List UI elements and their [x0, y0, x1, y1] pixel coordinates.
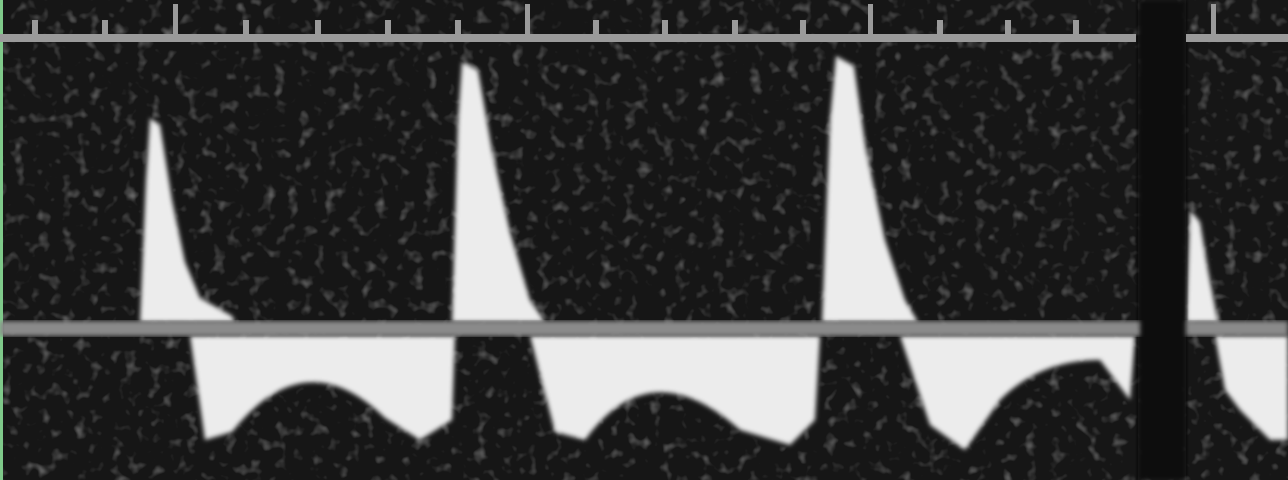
- baseline-bar: [0, 321, 1140, 336]
- baseline: [0, 321, 1288, 336]
- minor-tick: [662, 20, 668, 35]
- page: [0, 0, 1288, 480]
- baseline-bar: [1186, 321, 1288, 336]
- dark-band: [1138, 0, 1186, 480]
- minor-tick: [937, 20, 943, 35]
- major-tick: [525, 4, 530, 36]
- scale-bar: [1186, 34, 1288, 42]
- minor-tick: [1005, 20, 1011, 35]
- minor-tick: [385, 20, 391, 35]
- scale-bar: [0, 34, 1136, 42]
- minor-tick: [243, 20, 249, 35]
- minor-tick: [455, 20, 461, 35]
- left-edge: [0, 0, 3, 480]
- minor-tick: [1073, 20, 1079, 35]
- minor-tick: [800, 20, 806, 35]
- minor-tick: [315, 20, 321, 35]
- major-tick: [868, 4, 873, 36]
- major-tick: [1211, 4, 1216, 36]
- doppler-image: [0, 0, 1288, 480]
- minor-tick: [593, 20, 599, 35]
- minor-tick: [732, 20, 738, 35]
- speckle-noise: [0, 0, 1288, 480]
- minor-tick: [102, 20, 108, 35]
- minor-tick: [32, 20, 38, 35]
- major-tick: [173, 4, 178, 36]
